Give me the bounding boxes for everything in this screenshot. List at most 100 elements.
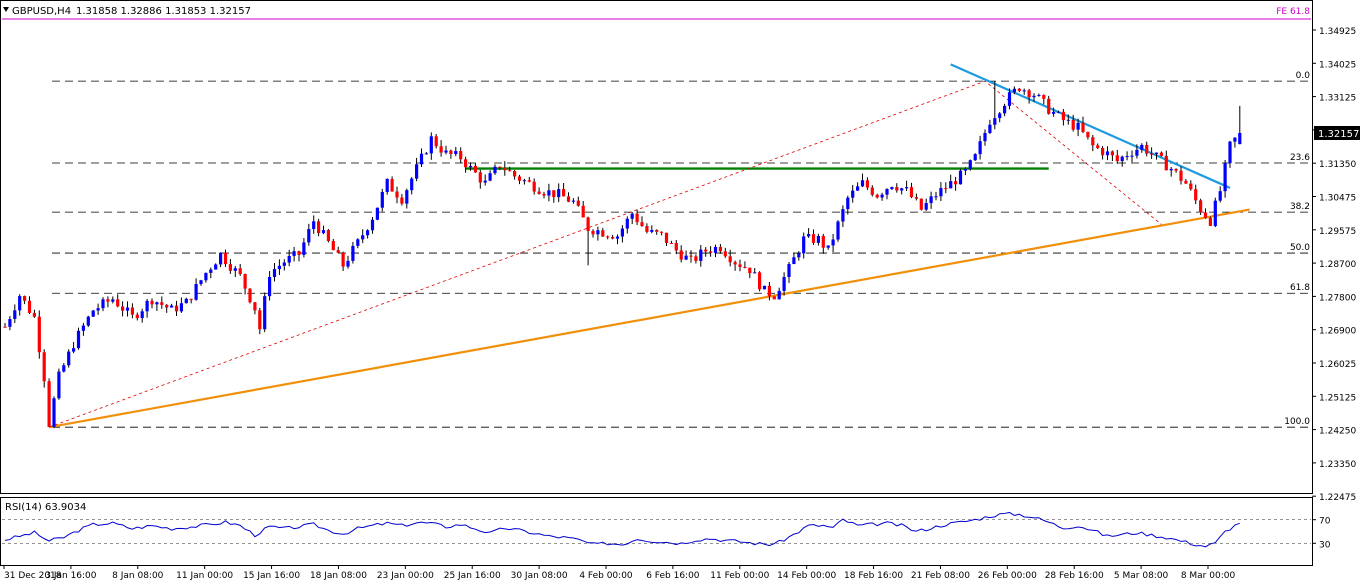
candle-body: [302, 242, 306, 255]
candle-body: [37, 316, 41, 353]
candle-body: [150, 300, 154, 305]
price-tag-background: [1314, 125, 1360, 140]
candle-body: [669, 242, 673, 244]
fib-level-label: 38.2: [1290, 202, 1310, 212]
candle-body: [1056, 111, 1061, 113]
candle-body: [400, 197, 404, 204]
price-tick-label: 1.26900: [1319, 327, 1356, 337]
time-tick-label: 25 Jan 16:00: [444, 571, 501, 581]
candle-body: [23, 296, 27, 301]
time-tick-label: 11 Feb 00:00: [710, 571, 769, 581]
candle-body: [160, 302, 164, 305]
candle-body: [13, 310, 17, 320]
candle-body: [924, 203, 928, 210]
candle-body: [566, 196, 571, 202]
candle-body: [1135, 149, 1139, 156]
candle-body: [1174, 168, 1178, 171]
candle-body: [699, 249, 703, 261]
candle-body: [32, 312, 36, 317]
candle-body: [116, 299, 120, 307]
candle-body: [405, 190, 409, 204]
candle-body: [1130, 155, 1134, 157]
candle-body: [111, 299, 115, 302]
candle-body: [336, 250, 340, 253]
candle-body: [1233, 137, 1237, 142]
price-tick-label: 1.25125: [1319, 393, 1356, 403]
candle-body: [1213, 200, 1217, 226]
candle-body: [1032, 95, 1036, 98]
candle-body: [713, 246, 718, 253]
candle-body: [606, 236, 610, 238]
candle-body: [346, 260, 350, 267]
candle-body: [679, 250, 683, 260]
candle-body: [1052, 111, 1056, 114]
candle-body: [375, 207, 379, 220]
candle-body: [527, 180, 531, 182]
candle-body: [282, 262, 286, 266]
candle-body: [576, 200, 580, 206]
candle-body: [459, 151, 463, 160]
candle-body: [914, 197, 918, 199]
candle-body: [419, 153, 424, 165]
candle-body: [954, 181, 958, 185]
time-tick-label: 21 Feb 08:00: [911, 571, 970, 581]
candle-body: [1203, 212, 1208, 218]
candle-body: [248, 288, 252, 303]
candle-body: [1022, 90, 1026, 92]
candle-body: [52, 398, 56, 427]
candle-body: [1027, 90, 1031, 98]
rsi-panel: 70 30: [2, 511, 1331, 550]
candle-body: [625, 218, 629, 229]
candle-body: [767, 285, 771, 297]
candle-body: [410, 178, 414, 191]
fib-level-label: 0.0: [1296, 71, 1311, 81]
candle-body: [483, 180, 487, 183]
candle-body: [841, 209, 845, 222]
candle-body: [694, 256, 698, 261]
candle-body: [468, 165, 473, 168]
candle-body: [233, 268, 237, 271]
candle-body: [106, 299, 110, 302]
candle-body: [72, 348, 76, 352]
candle-body: [1110, 151, 1114, 156]
candle-body: [1081, 122, 1085, 132]
candle-body: [709, 251, 713, 253]
chart-menu-arrow-icon[interactable]: [3, 7, 9, 12]
candle-body: [900, 188, 904, 191]
candle-body: [562, 189, 566, 197]
price-tick-label: 1.24250: [1319, 427, 1356, 437]
fib-level-label: 23.6: [1290, 153, 1310, 163]
candle-body: [591, 230, 595, 235]
candle-body: [243, 274, 247, 289]
candle-body: [1076, 122, 1080, 130]
candle-body: [444, 150, 448, 153]
candle-body: [547, 190, 551, 196]
candle-body: [140, 311, 144, 319]
price-tick-label: 1.22475: [1319, 493, 1356, 503]
candle-body: [415, 164, 419, 179]
time-tick-label: 18 Feb 16:00: [844, 571, 903, 581]
candle-body: [620, 228, 624, 237]
candle-body: [1003, 105, 1007, 114]
candle-body: [155, 302, 159, 305]
candle-body: [18, 296, 22, 311]
main-plot-frame: [0, 0, 1313, 494]
candle-body: [787, 264, 791, 278]
candle-body: [1145, 144, 1149, 154]
candle-body: [1228, 141, 1232, 164]
candle-body: [258, 310, 262, 330]
price-tick-label: 1.27800: [1319, 293, 1356, 303]
candle-body: [1007, 92, 1012, 106]
candle-body: [356, 239, 360, 246]
candle-body: [836, 221, 840, 240]
candle-body: [728, 256, 732, 263]
candle-body: [650, 229, 654, 232]
candle-body: [748, 267, 752, 274]
candle-body: [473, 165, 477, 173]
candle-body: [655, 229, 659, 232]
rsi-indicator-label: RSI(14) 63.9034: [5, 502, 86, 513]
